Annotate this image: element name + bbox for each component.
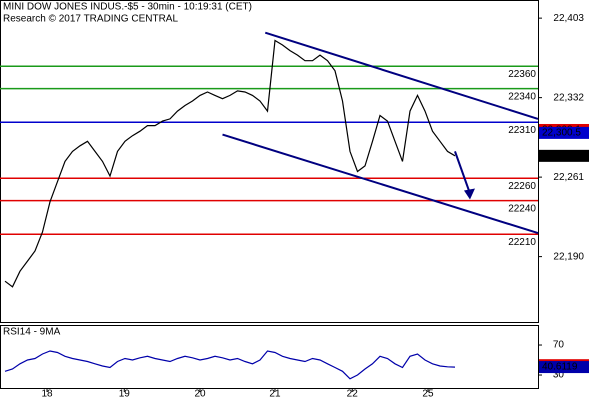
y-tick-label: 22,190 bbox=[553, 251, 584, 262]
level-label: 22240 bbox=[508, 203, 536, 214]
channel-line bbox=[222, 133, 539, 235]
level-label: 22260 bbox=[508, 181, 536, 192]
x-tick-label: 22 bbox=[347, 389, 359, 400]
y-tick-label: 22,332 bbox=[553, 92, 584, 103]
level-label: 22210 bbox=[508, 237, 536, 248]
rsi-line bbox=[4, 350, 456, 380]
price-line bbox=[4, 39, 456, 288]
chart-subtitle: Research © 2017 TRADING CENTRAL bbox=[3, 14, 178, 25]
x-tick-label: 19 bbox=[119, 389, 131, 400]
rsi-title: RSI14 - 9MA bbox=[3, 327, 61, 338]
main-frame bbox=[0, 0, 539, 323]
level-label: 22340 bbox=[508, 91, 536, 102]
y-tick-label: 22,403 bbox=[553, 13, 584, 24]
level-label: 22360 bbox=[508, 69, 536, 80]
last-price-tag-box bbox=[539, 149, 589, 162]
rsi-frame bbox=[0, 325, 539, 389]
chart-title: MINI DOW JONES INDUS.-$5 - 30min - 10:19… bbox=[3, 2, 252, 13]
y-tick-label: 22,261 bbox=[553, 172, 584, 183]
forecast-arrow bbox=[454, 151, 471, 194]
x-tick-label: 25 bbox=[422, 389, 434, 400]
last-price-tag: 22,280 bbox=[542, 150, 573, 161]
level-label: 22310 bbox=[508, 125, 536, 136]
rsi-tag: 40.6119 bbox=[542, 362, 578, 373]
x-tick-label: 20 bbox=[194, 389, 206, 400]
x-tick-label: 18 bbox=[41, 389, 53, 400]
price-tag-box bbox=[539, 126, 589, 139]
price-tag: 22,300.5 bbox=[542, 128, 581, 139]
channel-line bbox=[264, 31, 539, 120]
rsi-tag-box bbox=[539, 361, 589, 374]
rsi-tick-label: 70 bbox=[553, 340, 565, 351]
x-tick-label: 21 bbox=[269, 389, 281, 400]
arrow-head bbox=[463, 188, 475, 200]
rsi-tick-label: 30 bbox=[553, 370, 565, 381]
